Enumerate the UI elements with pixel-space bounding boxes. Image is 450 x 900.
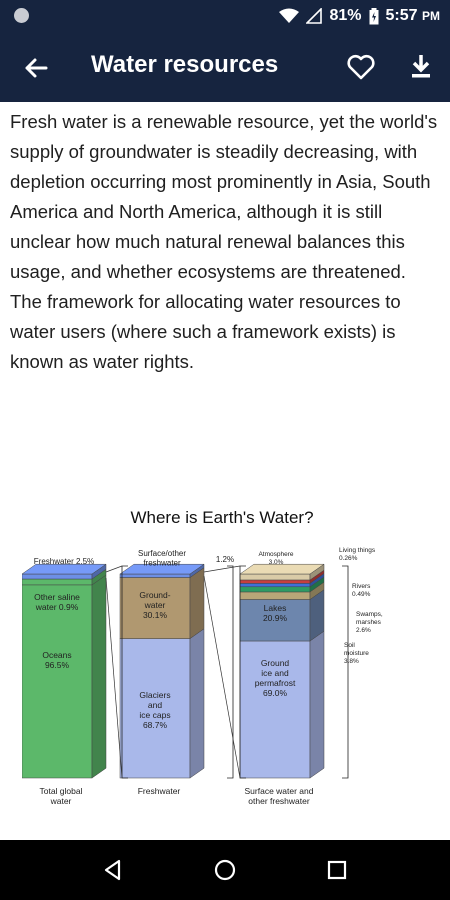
connector-surface-top bbox=[203, 565, 241, 573]
status-right: 81% 5:57 PM bbox=[279, 0, 440, 32]
bar3-segment-7 bbox=[239, 573, 311, 581]
bar3-segment-6 bbox=[239, 579, 311, 584]
bar2-segment-3 bbox=[119, 573, 191, 578]
bracket-surface-left bbox=[239, 565, 246, 779]
bar3-top-face bbox=[239, 563, 325, 575]
signal-icon bbox=[306, 8, 323, 24]
favorite-heart-icon[interactable] bbox=[345, 51, 377, 83]
bar2-caption: Freshwater bbox=[138, 786, 181, 796]
bar3-segment-5 bbox=[239, 583, 311, 588]
label-other-saline: Other saline water 0.9% bbox=[34, 592, 80, 612]
label-surface-other-percent: 1.2% bbox=[216, 555, 234, 564]
label-freshwater-share: Freshwater 2.5% bbox=[34, 557, 94, 566]
figure-title: Where is Earth's Water? bbox=[130, 508, 314, 527]
label-ground-ice: Ground ice and permafrost 69.0% bbox=[255, 658, 296, 698]
status-bar: 81% 5:57 PM bbox=[0, 0, 450, 32]
notification-dot-icon bbox=[14, 8, 29, 23]
bar1-segment-1-side bbox=[91, 574, 107, 779]
nav-recents-icon[interactable] bbox=[325, 858, 349, 882]
bar1-caption: Total global water bbox=[39, 786, 82, 806]
label-atmosphere: Atmosphere 3.0% bbox=[258, 551, 293, 566]
label-groundwater: Ground-water 30.1% bbox=[139, 590, 170, 620]
bar1-segment-1 bbox=[22, 584, 93, 779]
bar3-segment-3 bbox=[239, 591, 311, 600]
bar2-segment-1-side bbox=[189, 628, 205, 779]
label-living-things: Living things 0.26% bbox=[339, 547, 376, 562]
bar2-top-face bbox=[119, 563, 205, 575]
earth-water-figure: Where is Earth's Water? Total global wate… bbox=[22, 500, 422, 820]
bracket-surface-right bbox=[342, 565, 349, 779]
page-title: Water resources bbox=[91, 51, 279, 78]
connector-freshwater-bottom bbox=[105, 577, 123, 779]
bar3-segment-1-side bbox=[309, 630, 325, 779]
app-bar: Water resources bbox=[0, 32, 450, 102]
connector-freshwater-top bbox=[105, 565, 123, 573]
label-lakes: Lakes 20.9% bbox=[263, 603, 288, 623]
battery-icon bbox=[369, 7, 379, 24]
download-icon[interactable] bbox=[405, 51, 437, 83]
bar3-segment-1 bbox=[239, 640, 311, 779]
connector-surface-bottom bbox=[203, 575, 241, 779]
label-rivers: Rivers 0.49% bbox=[352, 583, 371, 598]
label-swamps: Swamps, marshes 2.6% bbox=[356, 611, 383, 634]
label-glaciers: Glaciers and ice caps 68.7% bbox=[139, 690, 170, 730]
wifi-icon bbox=[279, 8, 300, 23]
figure-diagram: Total global water Freshwater Surface water… bbox=[22, 547, 383, 806]
label-soil-moisture: Soil moisture 3.8% bbox=[344, 642, 369, 665]
back-arrow-icon[interactable] bbox=[20, 52, 52, 84]
article-paragraph: Fresh water is a renewable resource, yet… bbox=[10, 111, 438, 372]
bar1-segment-3 bbox=[22, 573, 93, 580]
nav-back-icon[interactable] bbox=[101, 858, 125, 882]
label-oceans: Oceans 96.5% bbox=[42, 650, 71, 670]
bar1-segment-2 bbox=[22, 578, 93, 586]
label-surface-other: Surface/other freshwater bbox=[138, 549, 186, 568]
bracket-freshwater-right bbox=[227, 565, 234, 779]
bracket-freshwater-left bbox=[121, 565, 128, 779]
bar2-segment-1 bbox=[119, 638, 191, 779]
system-nav-bar bbox=[0, 840, 450, 900]
nav-home-icon[interactable] bbox=[213, 858, 237, 882]
bar1-top-face bbox=[22, 563, 107, 575]
clock: 5:57 PM bbox=[385, 7, 440, 24]
bar3-segment-2 bbox=[239, 599, 311, 642]
bar2-segment-2-side bbox=[189, 567, 205, 640]
bar3-caption: Surface water and other freshwater bbox=[245, 786, 314, 806]
bar3-segment-4 bbox=[239, 586, 311, 593]
battery-percent: 81% bbox=[329, 7, 362, 24]
article-content: Fresh water is a renewable resource, yet… bbox=[0, 102, 450, 840]
bar2-segment-2 bbox=[119, 577, 191, 639]
